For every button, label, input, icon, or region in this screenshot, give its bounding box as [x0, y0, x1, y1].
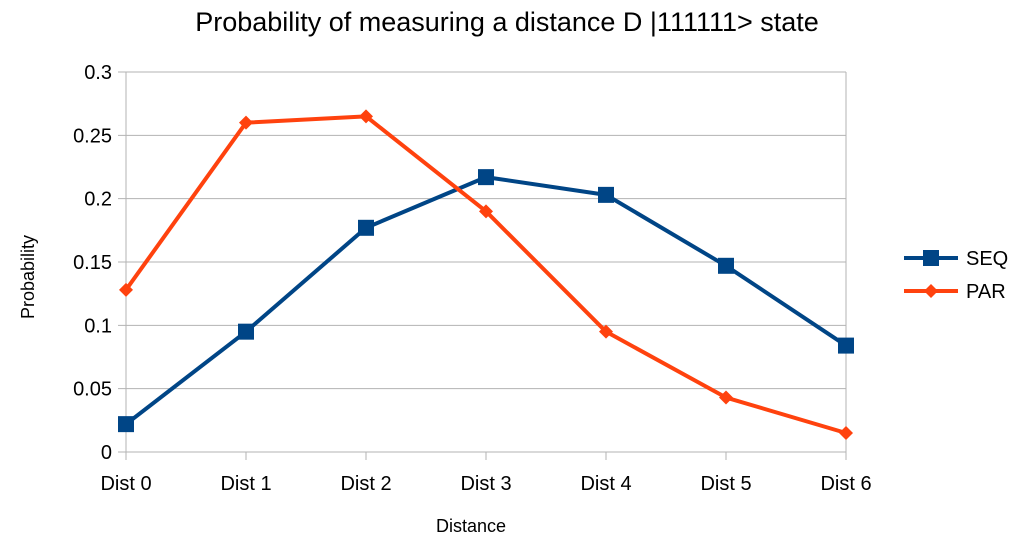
y-tick-label: 0 [101, 442, 112, 464]
legend: SEQ PAR [904, 248, 1008, 303]
data-point-seq [358, 219, 374, 236]
data-point-seq [598, 186, 614, 203]
y-tick-label: 0.05 [73, 379, 112, 401]
data-point-seq [118, 416, 134, 433]
data-point-par [719, 390, 733, 405]
data-point-seq [478, 169, 494, 186]
legend-marker-par [924, 284, 938, 298]
legend-item-par: PAR [904, 281, 1006, 303]
x-tick-label: Dist 2 [340, 473, 391, 495]
data-point-par [479, 204, 493, 219]
legend-marker-seq [923, 250, 939, 266]
data-point-par [839, 426, 853, 440]
data-point-par [599, 324, 613, 339]
series-seq [118, 169, 854, 433]
legend-label-par: PAR [966, 281, 1006, 303]
x-tick-label: Dist 0 [100, 473, 151, 495]
x-tick-label: Dist 3 [460, 473, 511, 495]
data-point-seq [838, 337, 854, 354]
series-layer [118, 109, 854, 440]
x-axis-label: Distance [436, 516, 506, 536]
chart-title: Probability of measuring a distance D |1… [195, 7, 819, 37]
y-tick-label: 0.1 [84, 315, 112, 337]
y-tick-label: 0.25 [73, 125, 112, 147]
y-tick-label: 0.3 [84, 62, 112, 84]
x-tick-label: Dist 1 [220, 473, 271, 495]
x-tick-label: Dist 6 [820, 473, 871, 495]
y-tick-label: 0.15 [73, 252, 112, 274]
data-point-par [119, 282, 133, 297]
y-axis-label: Probability [18, 235, 38, 319]
legend-item-seq: SEQ [904, 248, 1008, 270]
data-point-seq [718, 257, 734, 274]
data-point-par [359, 109, 373, 124]
y-tick-labels: 0 0.05 0.1 0.15 0.2 0.25 0.3 [73, 62, 112, 464]
series-par [119, 109, 853, 440]
x-tick-label: Dist 4 [580, 473, 631, 495]
legend-label-seq: SEQ [966, 248, 1008, 270]
data-point-seq [238, 323, 254, 340]
x-tick-label: Dist 5 [700, 473, 751, 495]
y-tick-label: 0.2 [84, 189, 112, 211]
data-point-par [239, 115, 253, 130]
gridlines [118, 71, 846, 453]
x-tick-labels: Dist 0 Dist 1 Dist 2 Dist 3 Dist 4 Dist 5 Dist… [100, 473, 871, 495]
axes [125, 72, 847, 460]
